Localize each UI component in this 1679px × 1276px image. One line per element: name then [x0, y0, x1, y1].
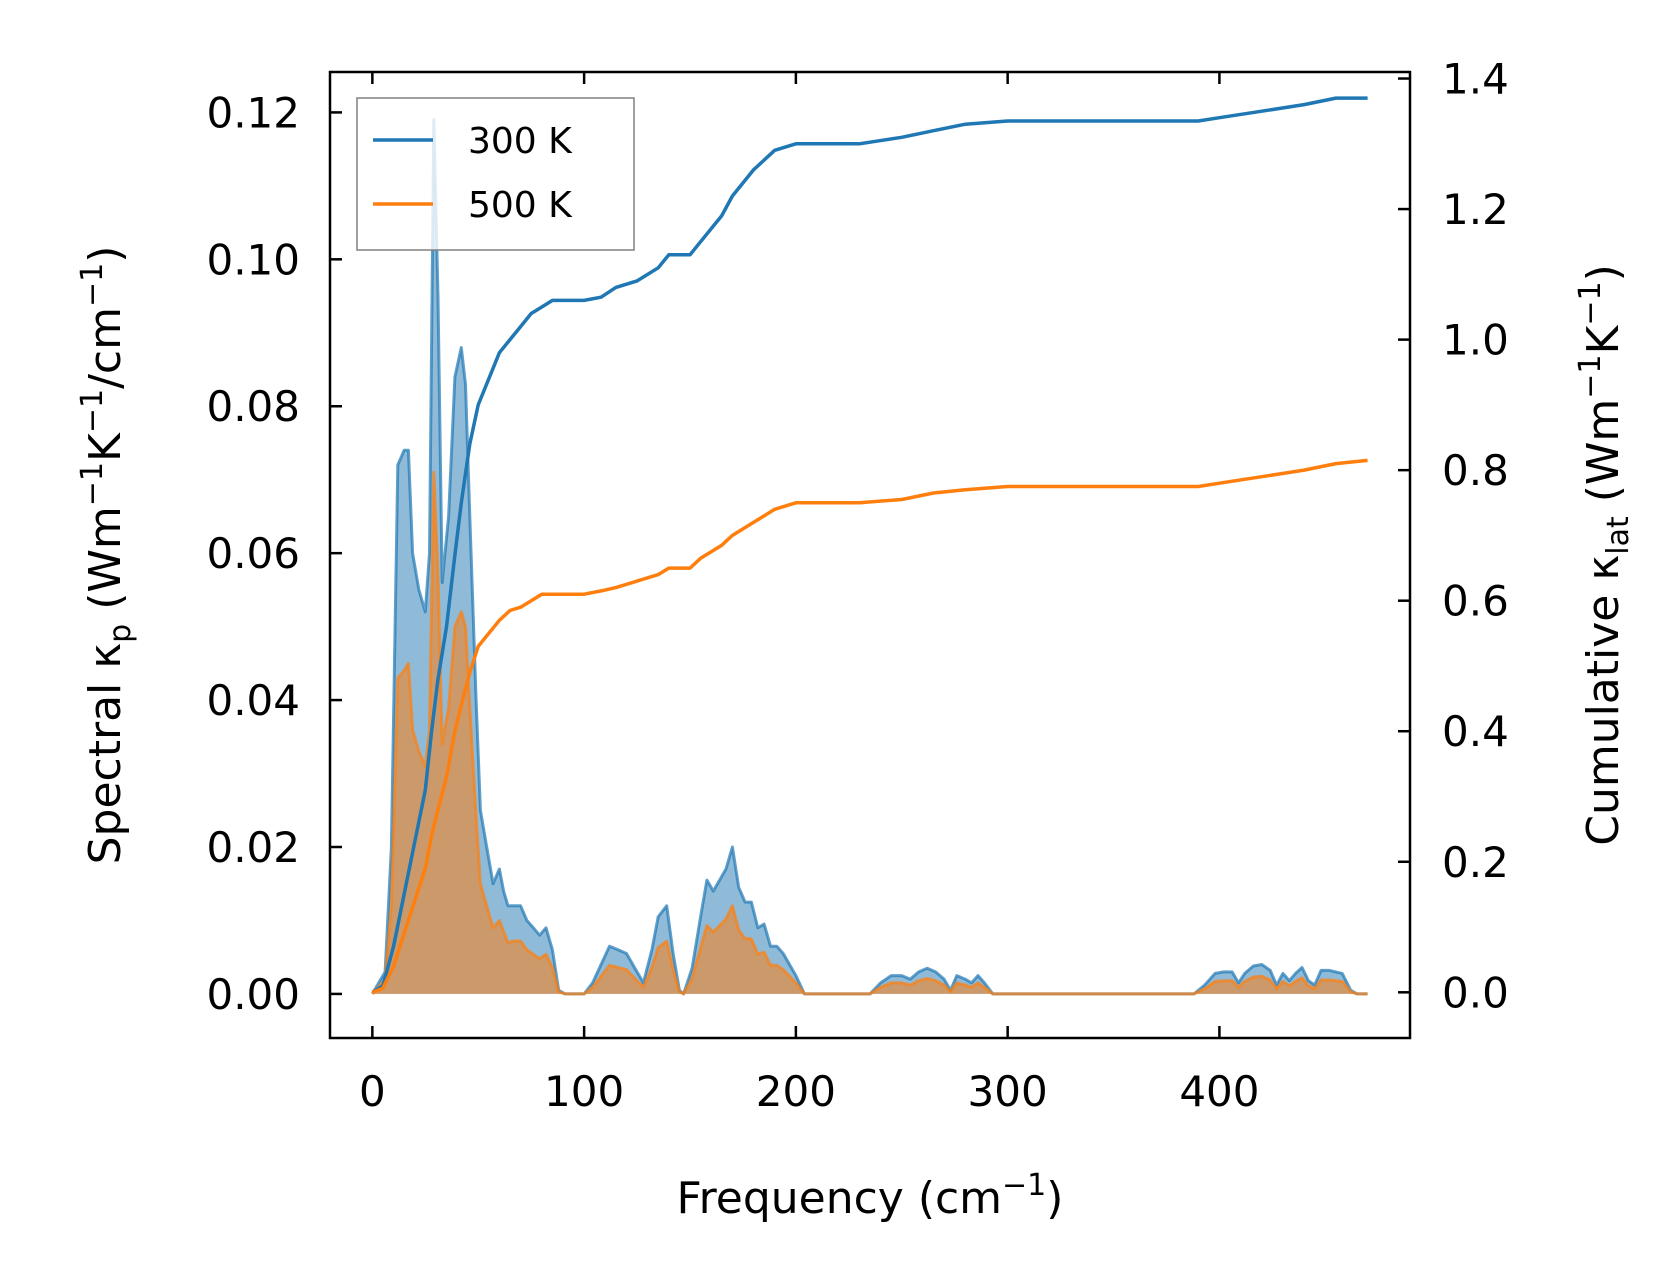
spectral-area-500-k	[372, 472, 1368, 994]
legend-box	[356, 97, 635, 251]
right-y-axis-label-segment: −1	[1573, 354, 1608, 398]
right-y-tick-label: 0.2	[1442, 838, 1509, 887]
x-axis-label: Frequency (cm−1)	[677, 1168, 1064, 1224]
left-y-axis-label-segment: −1	[75, 462, 110, 506]
x-axis-label-main: Frequency (cm	[677, 1173, 1003, 1224]
left-y-axis-label-segment: (Wm	[80, 506, 131, 624]
left-y-axis-label-segment: −1	[75, 389, 110, 433]
left-y-tick-label: 0.06	[206, 529, 300, 578]
right-y-axis-label: Cumulative κlat (Wm−1K−1)	[1573, 264, 1636, 846]
left-y-axis-label-segment: Spectral κ	[80, 643, 131, 865]
x-axis-label-tail: )	[1046, 1173, 1063, 1224]
right-y-tick-label: 1.4	[1442, 55, 1509, 104]
right-y-tick-label: 0.0	[1442, 968, 1509, 1017]
left-y-axis-ticks: 0.00 0.02 0.04 0.06 0.08 0.10 0.12	[206, 88, 342, 1019]
left-y-axis-label-segment: )	[80, 246, 131, 263]
spectral-area-300-k	[372, 119, 1368, 994]
left-y-tick-label: 0.00	[206, 970, 300, 1019]
left-y-tick-label: 0.12	[206, 88, 300, 137]
left-y-axis-label: Spectral κp (Wm−1K−1/cm−1)	[75, 246, 138, 865]
left-y-tick-label: 0.02	[206, 823, 300, 872]
legend: 300 K 500 K	[356, 97, 635, 251]
right-y-axis-label-segment: lat	[1601, 516, 1636, 555]
x-axis-ticks: 0 100 200 300 400	[359, 72, 1259, 1116]
right-y-tick-label: 0.4	[1442, 707, 1509, 756]
right-y-axis-ticks: 0.0 0.2 0.4 0.6 0.8 1.0 1.2 1.4	[1398, 55, 1509, 1017]
left-y-tick-label: 0.04	[206, 676, 300, 725]
right-y-axis-label-segment: K	[1578, 324, 1629, 354]
left-y-axis-label-segment: p	[103, 624, 138, 643]
right-y-tick-label: 0.8	[1442, 446, 1509, 495]
right-y-tick-label: 1.2	[1442, 185, 1509, 234]
x-tick-label: 100	[544, 1067, 624, 1116]
right-y-axis-label-segment: Cumulative κ	[1578, 555, 1629, 846]
x-tick-label: 300	[968, 1067, 1048, 1116]
cumulative-line-300-k	[371, 96, 1368, 994]
right-y-tick-label: 1.0	[1442, 316, 1509, 365]
left-y-axis-label-segment: K	[80, 432, 131, 462]
x-axis-label-sup: −1	[1002, 1168, 1046, 1203]
right-y-tick-label: 0.6	[1442, 577, 1509, 626]
left-y-tick-label: 0.10	[206, 235, 300, 284]
spectral-area-fills	[371, 118, 1368, 996]
spectral-line-300-k	[371, 118, 1368, 996]
legend-label: 300 K	[468, 121, 573, 162]
left-y-axis-label-segment: −1	[75, 263, 110, 307]
x-tick-label: 400	[1179, 1067, 1259, 1116]
cumulative-lines	[371, 96, 1368, 994]
left-y-axis-label-segment: /cm	[80, 307, 131, 389]
right-y-axis-label-segment: (Wm	[1578, 399, 1629, 517]
right-y-axis-label-segment: )	[1578, 264, 1629, 281]
cumulative-line-500-k	[371, 458, 1368, 994]
x-tick-label: 200	[756, 1067, 836, 1116]
plot-frame	[328, 70, 1412, 1040]
legend-label: 500 K	[468, 185, 573, 226]
x-tick-label: 0	[359, 1067, 386, 1116]
left-y-tick-label: 0.08	[206, 382, 300, 431]
right-y-axis-label-segment: −1	[1573, 281, 1608, 325]
